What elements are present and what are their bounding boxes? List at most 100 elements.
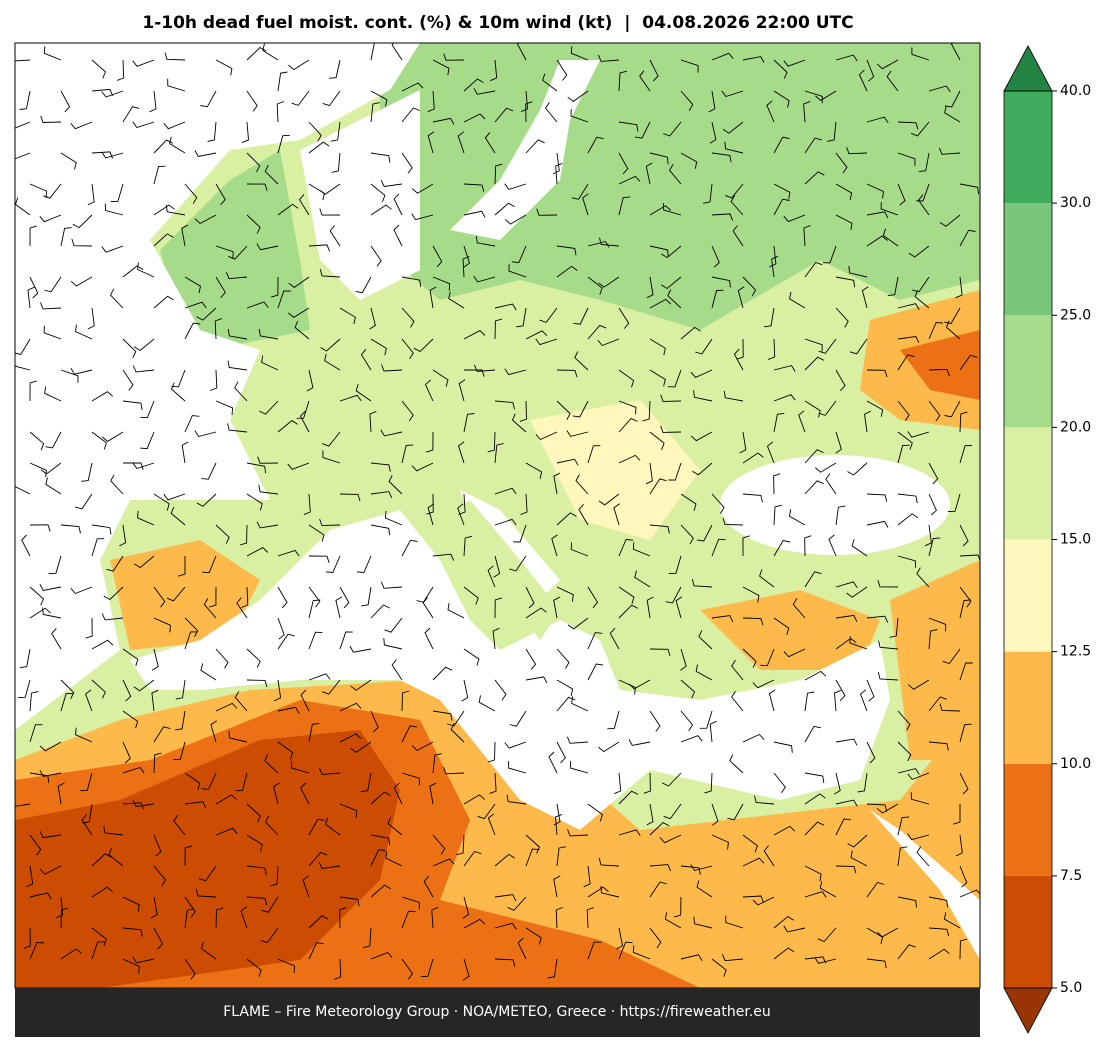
wind-barb bbox=[876, 803, 899, 814]
wind-barb bbox=[122, 679, 132, 702]
wind-barb bbox=[897, 846, 908, 867]
wind-barb bbox=[866, 235, 888, 247]
wind-barb bbox=[227, 360, 248, 371]
wind-barb bbox=[291, 760, 310, 774]
wind-barb bbox=[277, 549, 300, 557]
wind-barb bbox=[742, 493, 763, 503]
wind-barb bbox=[15, 338, 31, 356]
wind-barb bbox=[696, 524, 713, 542]
wind-barb bbox=[945, 320, 961, 340]
wind-barb bbox=[116, 59, 125, 81]
wind-barb bbox=[422, 597, 434, 619]
wind-barb bbox=[574, 351, 589, 371]
wind-barb bbox=[401, 772, 420, 786]
wind-barb bbox=[711, 289, 724, 309]
wind-barb bbox=[202, 555, 217, 574]
wind-barb bbox=[163, 121, 186, 130]
wind-barb bbox=[370, 204, 392, 216]
wind-barb bbox=[695, 664, 713, 681]
wind-barb bbox=[331, 152, 341, 173]
colorbar-segment bbox=[1004, 875, 1052, 988]
wind-barb bbox=[897, 400, 910, 422]
wind-barb bbox=[889, 617, 899, 638]
wind-barb bbox=[643, 772, 651, 794]
wind-barb bbox=[273, 782, 280, 805]
colorbar-tick-label: 12.5 bbox=[1060, 644, 1091, 660]
wind-barb bbox=[575, 474, 589, 495]
wind-barb bbox=[423, 875, 434, 898]
wind-barb bbox=[494, 958, 516, 967]
wind-barb bbox=[570, 542, 589, 557]
wind-barb bbox=[320, 338, 341, 352]
wind-barb bbox=[771, 255, 779, 278]
wind-barb bbox=[818, 338, 837, 354]
wind-barb bbox=[370, 90, 388, 107]
wind-barb bbox=[773, 136, 790, 154]
wind-barb bbox=[401, 539, 418, 557]
wind-barb bbox=[384, 510, 403, 526]
wind-barb bbox=[928, 85, 951, 93]
colorbar-segment bbox=[1004, 763, 1052, 876]
wind-barb bbox=[294, 320, 310, 340]
wind-barb bbox=[463, 535, 473, 557]
wind-barb bbox=[804, 956, 827, 964]
wind-barb bbox=[928, 629, 938, 650]
wind-barb bbox=[153, 139, 173, 154]
wind-barb bbox=[773, 825, 796, 836]
wind-barb bbox=[835, 637, 857, 650]
wind-barb bbox=[928, 537, 941, 557]
wind-barb bbox=[525, 648, 537, 670]
wind-barb bbox=[132, 462, 155, 470]
wind-barb bbox=[835, 183, 853, 200]
wind-barb bbox=[646, 803, 654, 826]
wind-barb bbox=[261, 355, 279, 371]
wind-barb bbox=[680, 954, 703, 962]
wind-barb bbox=[29, 225, 37, 247]
wind-barb bbox=[511, 413, 527, 433]
wind-barb bbox=[209, 586, 217, 608]
wind-barb bbox=[319, 183, 341, 195]
wind-barb bbox=[835, 152, 848, 174]
wind-barb bbox=[959, 723, 972, 743]
wind-barb bbox=[411, 183, 434, 194]
colorbar-tick-label: 30.0 bbox=[1060, 195, 1091, 211]
wind-barb bbox=[732, 225, 744, 247]
wind-barb bbox=[119, 524, 127, 547]
wind-barb bbox=[308, 599, 321, 619]
wind-barb bbox=[646, 596, 654, 619]
wind-barb bbox=[494, 318, 503, 340]
wind-barb bbox=[134, 555, 155, 569]
wind-barb bbox=[393, 193, 403, 216]
wind-barb bbox=[804, 400, 821, 418]
wind-barb bbox=[132, 59, 155, 67]
wind-barb bbox=[846, 146, 868, 155]
wind-barb bbox=[19, 90, 31, 110]
wind-barb bbox=[552, 152, 560, 175]
wind-barb bbox=[91, 59, 107, 79]
wind-barb bbox=[43, 46, 62, 61]
wind-barb bbox=[463, 78, 484, 92]
wind-barb bbox=[201, 462, 217, 480]
wind-barb bbox=[385, 851, 403, 867]
wind-barb bbox=[866, 615, 889, 623]
wind-barb bbox=[693, 390, 713, 402]
wind-barb bbox=[288, 307, 310, 318]
wind-barb bbox=[817, 927, 837, 943]
wind-barb bbox=[959, 445, 973, 464]
wind-barb bbox=[258, 484, 279, 495]
wind-barb bbox=[725, 915, 744, 929]
wind-barb bbox=[944, 400, 961, 418]
wind-barb bbox=[897, 354, 915, 371]
wind-barb bbox=[246, 803, 261, 823]
wind-barb bbox=[730, 195, 744, 216]
wind-barb bbox=[556, 369, 578, 378]
wind-barb bbox=[277, 741, 294, 760]
wind-barb bbox=[959, 229, 976, 247]
wind-barb bbox=[153, 295, 174, 309]
sea-atlantic bbox=[15, 43, 420, 730]
wind-barb bbox=[178, 556, 186, 577]
wind-barb bbox=[101, 613, 124, 621]
wind-barb bbox=[40, 115, 62, 123]
wind-barb bbox=[660, 394, 682, 402]
wind-barb bbox=[153, 586, 166, 608]
